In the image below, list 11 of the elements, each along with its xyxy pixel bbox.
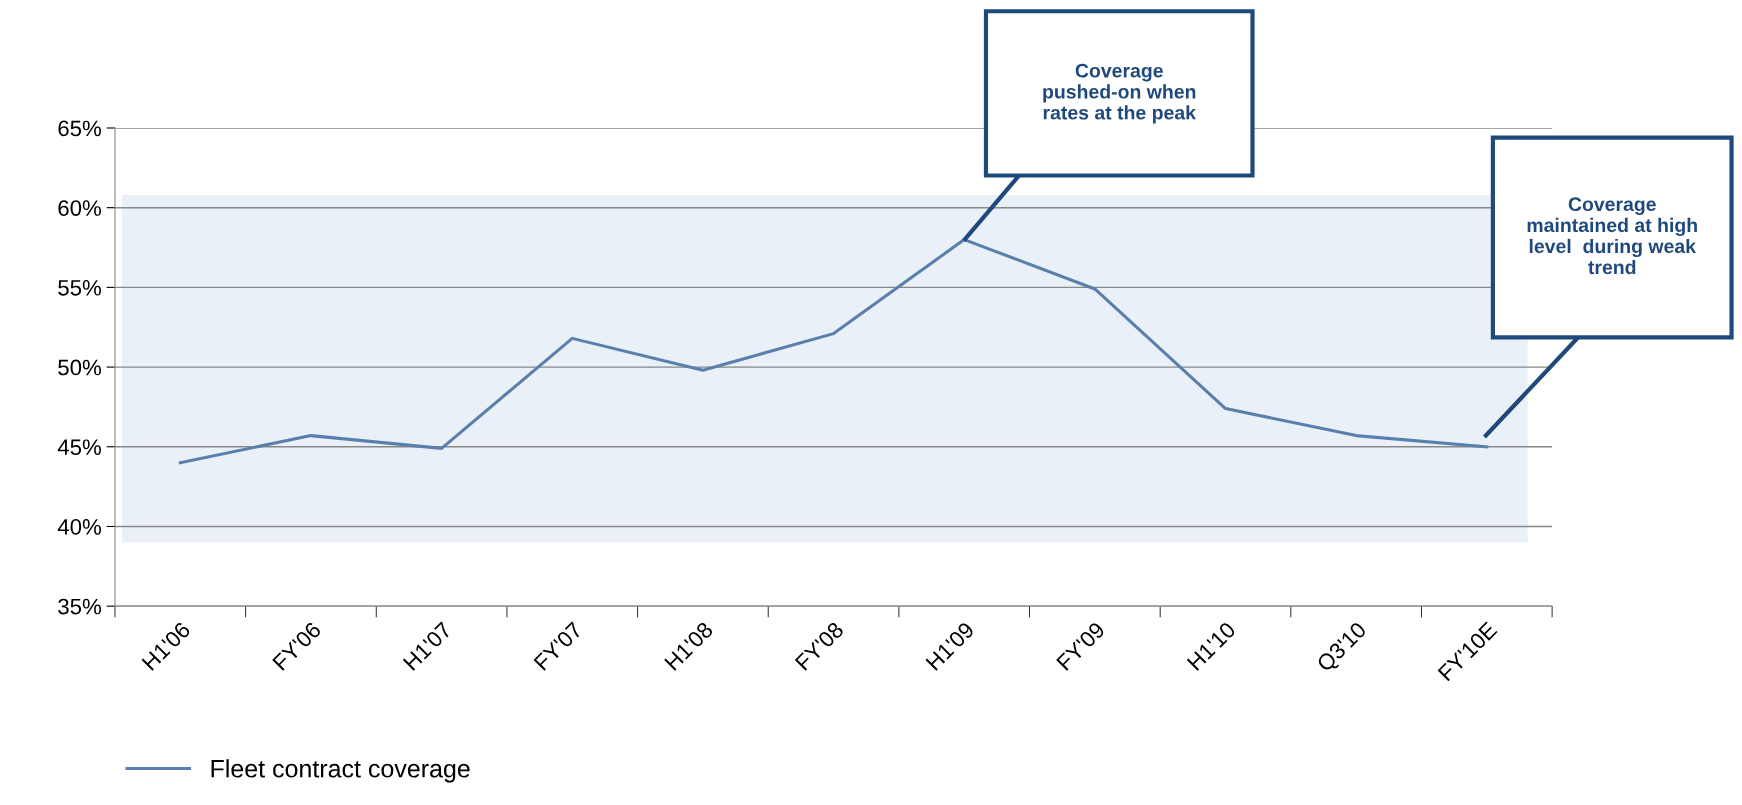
- y-tick-label: 35%: [58, 598, 101, 615]
- y-tick-label: 60%: [58, 200, 101, 216]
- y-tick-label: 65%: [58, 120, 101, 137]
- y-tick-label: 45%: [57, 439, 101, 456]
- y-tick-label: 55%: [58, 280, 101, 296]
- y-tick-label: 50%: [58, 359, 101, 376]
- y-tick-label: 40%: [57, 519, 101, 535]
- line-series: [178, 238, 1489, 465]
- text: Coverage pushed-on when rates at the peak: [1043, 63, 1196, 124]
- legend-label: Fleet contract coverage: [211, 759, 470, 783]
- annotation: Coverage maintained at high level during weak trend: [1527, 197, 1697, 275]
